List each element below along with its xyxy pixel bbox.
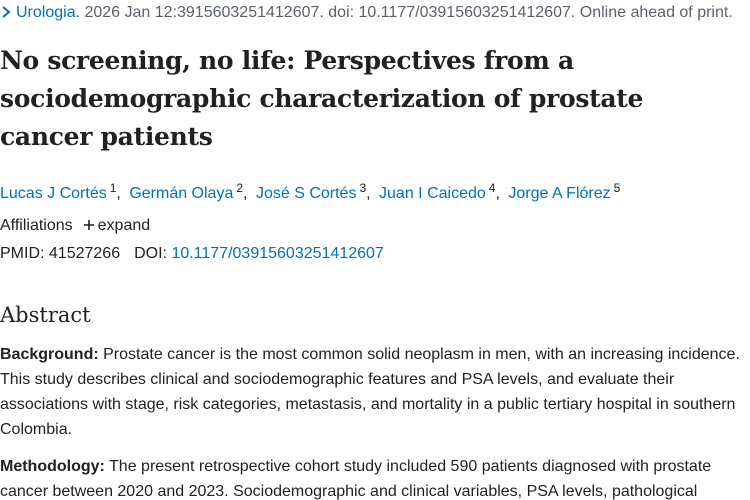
author-link[interactable]: Jorge A Flórez (508, 185, 611, 203)
abstract-section: Methodology: The present retrospective c… (0, 454, 750, 500)
author-link[interactable]: Juan I Caicedo (379, 185, 486, 203)
affiliation-number[interactable]: 3 (359, 181, 367, 195)
affiliation-number[interactable]: 5 (613, 181, 621, 195)
affiliations: Affiliations expand (0, 216, 150, 236)
author-link[interactable]: Germán Olaya (129, 185, 234, 203)
author: Jorge A Flórez 5 (508, 181, 620, 203)
section-text: The present retrospective cohort study i… (0, 458, 712, 500)
abstract-heading: Abstract (0, 303, 91, 327)
plus-icon[interactable] (83, 219, 95, 231)
section-label: Methodology: (0, 458, 105, 475)
author: Germán Olaya 2 (129, 181, 251, 203)
doi-label: DOI: (134, 245, 167, 262)
abstract: Background: Prostate cancer is the most … (0, 342, 750, 500)
journal-link[interactable]: Urologia. (16, 4, 81, 21)
expand-toggle[interactable]: expand (97, 217, 151, 234)
identifiers: PMID: 41527266 DOI: 10.1177/0391560325141… (0, 244, 384, 264)
pmid: 41527266 (48, 245, 121, 262)
section-text: Prostate cancer is the most common solid… (0, 346, 740, 438)
affiliation-number[interactable]: 2 (236, 181, 244, 195)
chevron-icon (2, 6, 11, 18)
citation: Urologia. 2026 Jan 12:3915603251412607. … (0, 3, 733, 23)
affiliations-label: Affiliations (0, 217, 73, 234)
author-link[interactable]: José S Cortés (255, 185, 357, 203)
author: José S Cortés 3 (255, 181, 375, 203)
author: Juan I Caicedo 4 (379, 181, 504, 203)
author-link[interactable]: Lucas J Cortés (0, 185, 107, 203)
affiliation-number[interactable]: 4 (488, 181, 496, 195)
affiliation-number[interactable]: 1 (109, 181, 117, 195)
section-label: Background: (0, 346, 99, 363)
pmid-label: PMID: (0, 245, 45, 262)
author: Lucas J Cortés 1 (0, 181, 125, 203)
abstract-section: Background: Prostate cancer is the most … (0, 342, 750, 442)
article-title: No screening, no life: Perspectives from… (0, 46, 644, 151)
doi-link[interactable]: 10.1177/03915603251412607 (171, 245, 384, 262)
citation-details: 2026 Jan 12:3915603251412607. doi: 10.11… (84, 4, 733, 21)
